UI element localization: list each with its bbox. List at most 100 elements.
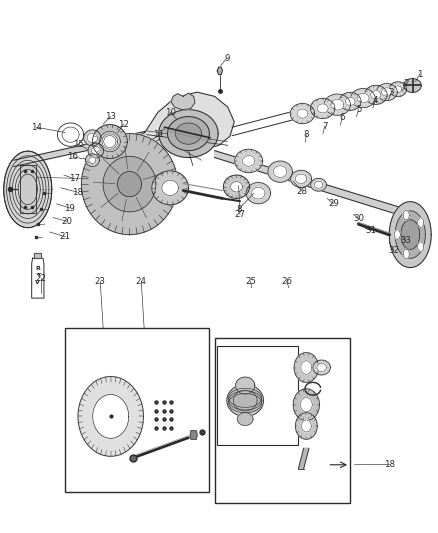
Polygon shape (152, 171, 188, 205)
Polygon shape (32, 259, 44, 298)
Text: 22: 22 (35, 273, 46, 282)
Polygon shape (401, 220, 420, 249)
Text: 1: 1 (417, 70, 423, 78)
Polygon shape (314, 181, 323, 188)
Polygon shape (89, 157, 96, 164)
Polygon shape (4, 151, 52, 228)
Polygon shape (290, 171, 311, 187)
Text: 14: 14 (31, 123, 42, 132)
Polygon shape (404, 78, 421, 92)
Polygon shape (403, 211, 409, 220)
Polygon shape (34, 253, 41, 259)
Text: 7: 7 (322, 122, 328, 131)
Polygon shape (311, 98, 335, 118)
Polygon shape (223, 175, 250, 198)
Polygon shape (102, 134, 118, 149)
Text: 17: 17 (68, 174, 80, 183)
Polygon shape (162, 180, 178, 196)
Polygon shape (141, 92, 234, 150)
Text: 10: 10 (165, 108, 176, 117)
Text: 26: 26 (281, 277, 292, 286)
Polygon shape (295, 174, 307, 183)
Polygon shape (364, 85, 387, 104)
Text: 32: 32 (388, 246, 399, 255)
Text: 13: 13 (105, 112, 116, 121)
Text: 15: 15 (73, 140, 84, 149)
Text: 8: 8 (236, 205, 241, 214)
Polygon shape (236, 377, 255, 394)
Text: 30: 30 (353, 214, 364, 223)
Text: V: V (35, 280, 40, 285)
Polygon shape (92, 125, 127, 159)
Polygon shape (85, 154, 99, 166)
Polygon shape (389, 201, 431, 268)
Polygon shape (103, 156, 156, 212)
Text: 18: 18 (71, 188, 83, 197)
Polygon shape (297, 109, 308, 118)
Polygon shape (159, 110, 218, 158)
Polygon shape (395, 211, 425, 259)
Polygon shape (62, 127, 79, 142)
Polygon shape (237, 413, 253, 425)
Text: R: R (35, 266, 40, 271)
Polygon shape (167, 117, 209, 151)
Polygon shape (317, 104, 328, 113)
Polygon shape (293, 389, 319, 421)
Text: 24: 24 (136, 277, 147, 286)
Text: 18: 18 (384, 460, 395, 469)
Text: 2: 2 (403, 78, 409, 87)
Polygon shape (290, 103, 315, 124)
Polygon shape (230, 182, 242, 192)
Polygon shape (92, 147, 100, 155)
Text: 11: 11 (153, 130, 164, 139)
Polygon shape (81, 134, 177, 235)
Polygon shape (84, 130, 101, 146)
Polygon shape (175, 123, 201, 144)
Text: 16: 16 (67, 152, 78, 161)
Polygon shape (215, 151, 411, 219)
Text: 20: 20 (62, 217, 73, 226)
Polygon shape (273, 166, 287, 177)
Polygon shape (229, 391, 262, 410)
Polygon shape (357, 93, 369, 103)
Text: 5: 5 (356, 104, 361, 114)
Polygon shape (389, 82, 406, 96)
Polygon shape (229, 393, 262, 413)
Polygon shape (311, 179, 326, 191)
Polygon shape (339, 92, 361, 110)
Polygon shape (233, 390, 257, 411)
Polygon shape (294, 353, 318, 382)
Polygon shape (317, 364, 326, 372)
Polygon shape (268, 161, 292, 182)
Text: 27: 27 (234, 210, 245, 219)
Polygon shape (87, 133, 98, 143)
Polygon shape (331, 99, 344, 110)
Polygon shape (93, 394, 129, 438)
Text: 25: 25 (245, 277, 256, 286)
Polygon shape (418, 218, 424, 228)
Polygon shape (171, 93, 195, 110)
Text: 19: 19 (64, 204, 75, 213)
Polygon shape (229, 388, 262, 407)
Polygon shape (117, 172, 141, 197)
Polygon shape (227, 384, 264, 416)
Polygon shape (88, 143, 104, 158)
Polygon shape (324, 94, 350, 115)
Polygon shape (351, 88, 375, 108)
Polygon shape (251, 187, 265, 199)
Text: 28: 28 (297, 187, 307, 196)
Polygon shape (235, 149, 263, 173)
Polygon shape (78, 376, 144, 456)
Bar (215, 338, 350, 503)
Text: 4: 4 (373, 96, 378, 105)
Text: 6: 6 (339, 113, 345, 122)
Polygon shape (20, 165, 35, 213)
Polygon shape (301, 420, 311, 432)
Polygon shape (14, 132, 145, 166)
Text: 21: 21 (60, 232, 71, 241)
Bar (65, 328, 209, 492)
Text: 31: 31 (365, 226, 376, 235)
Text: 33: 33 (400, 237, 411, 246)
Text: 23: 23 (95, 277, 106, 286)
Polygon shape (345, 98, 355, 106)
